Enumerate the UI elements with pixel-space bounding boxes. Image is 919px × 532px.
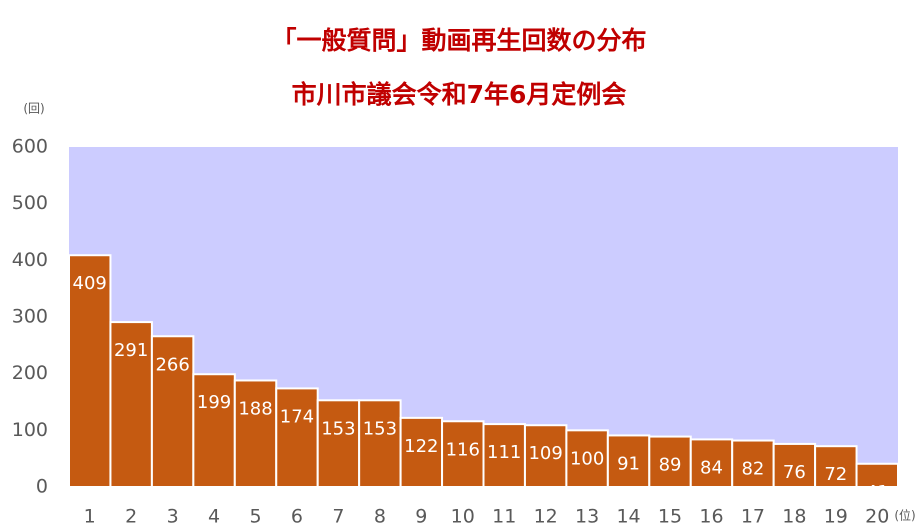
- value-label: 72: [824, 464, 847, 485]
- x-tick-label: 12: [534, 506, 558, 528]
- bar: [814, 445, 858, 489]
- x-tick-label: 1: [84, 506, 96, 528]
- x-tick-label: 2: [125, 506, 137, 528]
- y-tick-label: 200: [12, 362, 48, 384]
- y-tick-label: 0: [36, 476, 48, 498]
- x-tick-label: 9: [415, 506, 427, 528]
- x-tick-label: 14: [616, 506, 640, 528]
- x-tick-label: 3: [167, 506, 179, 528]
- x-tick-label: 17: [741, 506, 765, 528]
- value-label: 89: [659, 455, 682, 476]
- value-label: 153: [363, 418, 397, 439]
- x-tick-label: 10: [451, 506, 475, 528]
- x-tick-label: 5: [249, 506, 261, 528]
- x-tick-label: 19: [824, 506, 848, 528]
- y-tick-label: 500: [12, 192, 48, 214]
- y-axis-label: (回): [23, 102, 44, 116]
- value-label: 116: [446, 439, 480, 460]
- y-tick-label: 300: [12, 306, 48, 328]
- x-tick-label: 7: [332, 506, 344, 528]
- value-label: 122: [404, 436, 438, 457]
- x-tick-label: 20: [865, 506, 889, 528]
- chart-title: 「一般質問」動画再生回数の分布: [271, 26, 646, 55]
- value-label: 82: [741, 459, 764, 480]
- x-tick-label: 4: [208, 506, 220, 528]
- x-tick-label: 15: [658, 506, 682, 528]
- value-label: 174: [280, 406, 314, 427]
- value-label: 409: [73, 273, 107, 294]
- x-tick-label: 6: [291, 506, 303, 528]
- bar: [358, 399, 402, 488]
- bar: [772, 442, 817, 488]
- value-label: 188: [238, 398, 272, 419]
- value-label: 76: [783, 462, 806, 483]
- bar: [565, 429, 609, 489]
- bar: [648, 435, 692, 489]
- x-tick-label: 18: [782, 506, 806, 528]
- x-tick-label: 13: [575, 506, 599, 528]
- bar: [689, 438, 734, 488]
- bar: [316, 399, 361, 488]
- value-label: 199: [197, 392, 231, 413]
- bar: [275, 387, 319, 488]
- bar: [482, 423, 526, 489]
- x-tick-label: 16: [699, 506, 723, 528]
- value-label: 84: [700, 457, 723, 478]
- bar: [68, 254, 112, 488]
- value-label: 291: [114, 340, 148, 361]
- value-label: 100: [570, 448, 604, 469]
- x-tick-label: 8: [374, 506, 386, 528]
- bar: [109, 321, 153, 488]
- bar: [150, 335, 195, 488]
- y-tick-label: 400: [12, 249, 48, 271]
- value-label: 91: [617, 453, 640, 474]
- value-label: 153: [321, 418, 355, 439]
- bar: [233, 379, 278, 489]
- bar: [855, 462, 899, 488]
- y-tick-label: 600: [12, 136, 48, 158]
- value-label: 111: [487, 442, 521, 463]
- bar: [192, 373, 236, 489]
- x-axis-label: (位): [894, 508, 915, 523]
- chart-subtitle: 市川市議会令和7年6月定例会: [292, 80, 627, 109]
- bar: [399, 416, 444, 488]
- value-label: 266: [155, 354, 189, 375]
- value-label: 109: [528, 443, 562, 464]
- value-label: 41: [866, 482, 889, 503]
- bar: [731, 439, 775, 488]
- bar: [441, 420, 485, 488]
- x-tick-label: 11: [492, 506, 516, 528]
- y-tick-label: 100: [12, 419, 48, 441]
